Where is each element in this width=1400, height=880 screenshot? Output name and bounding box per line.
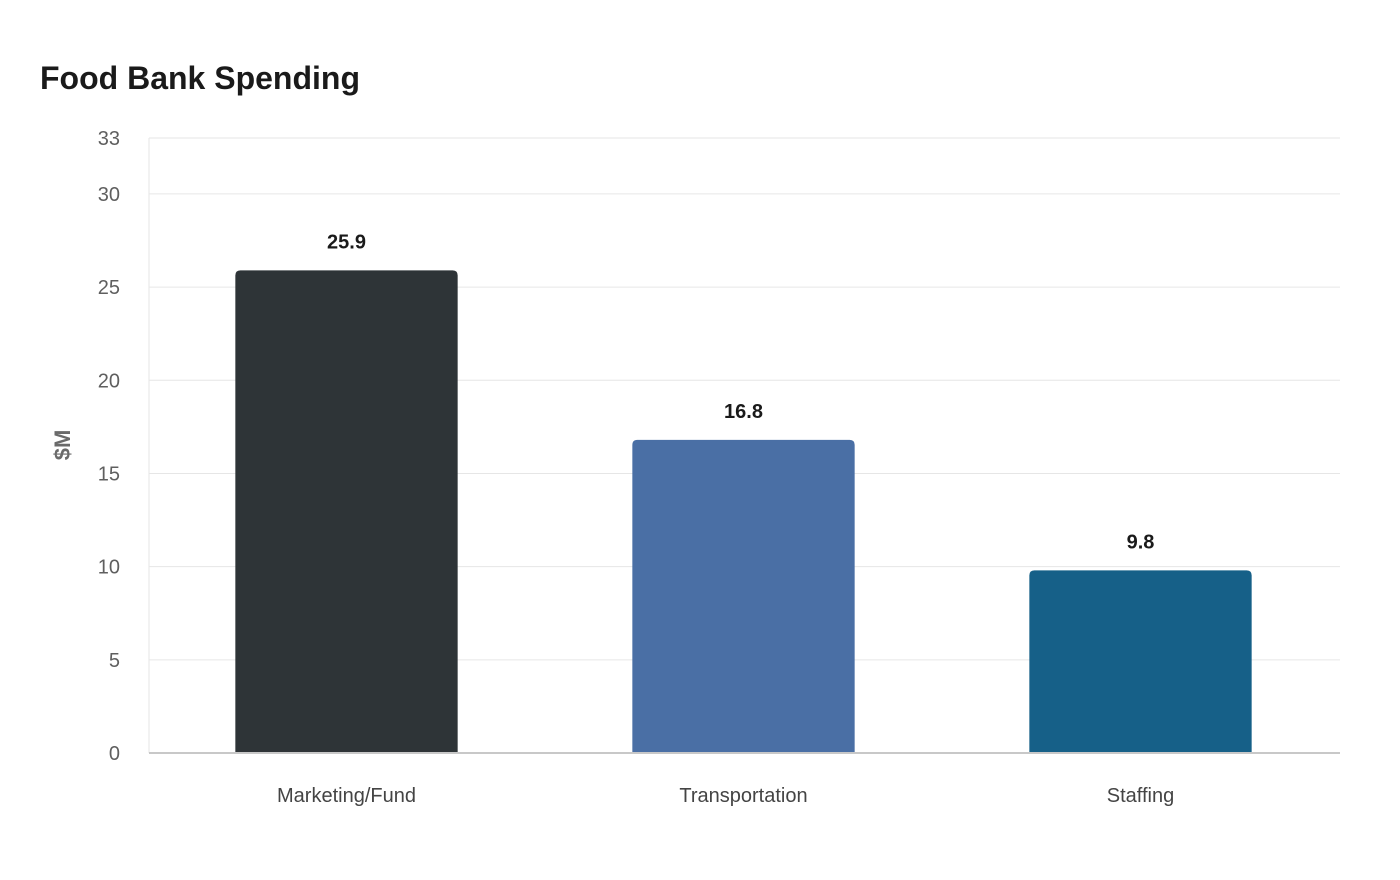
y-tick-label: 15	[98, 463, 120, 485]
y-tick-label: 10	[98, 557, 120, 579]
x-tick-label: Transportation	[679, 785, 807, 807]
data-label: 9.8	[1127, 531, 1155, 553]
y-tick-label: 33	[98, 128, 120, 150]
y-axis-title: $M	[50, 430, 75, 461]
data-label: 25.9	[327, 231, 366, 253]
data-label: 16.8	[724, 401, 763, 423]
bars	[235, 270, 1252, 753]
x-tick-label: Marketing/Fund	[277, 785, 416, 807]
y-tick-label: 20	[98, 370, 120, 392]
y-tick-label: 0	[109, 743, 120, 765]
bar-transportation	[632, 439, 855, 753]
x-tick-label: Staffing	[1107, 785, 1174, 807]
chart-title: Food Bank Spending	[40, 60, 360, 96]
y-tick-label: 25	[98, 277, 120, 299]
bar-staffing	[1029, 570, 1252, 753]
y-tick-label: 5	[109, 650, 120, 672]
axes	[148, 138, 1340, 754]
labels: 0 5 10 15 20 25 30 33 25.9 Marketing/Fund 16.8 Tran…	[98, 128, 1174, 807]
y-tick-label: 30	[98, 184, 120, 206]
bar-marketing-fund	[235, 270, 458, 753]
